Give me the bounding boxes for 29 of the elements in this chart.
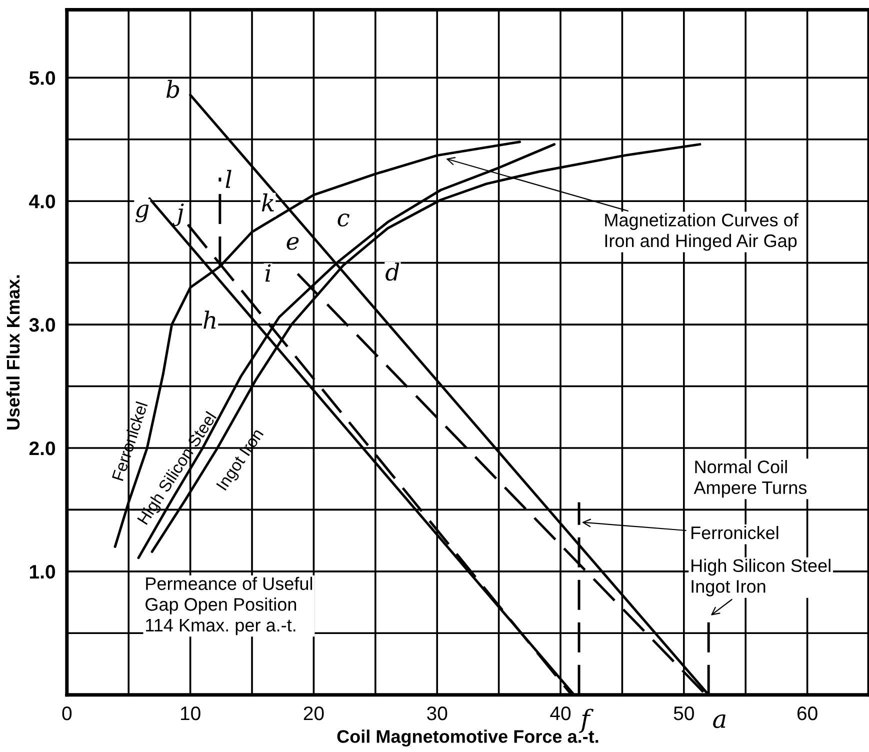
x-tick-label: 0 [62,706,72,720]
annotation: a [713,714,726,728]
x-tick-label: 30 [427,706,448,720]
annotation: b [166,80,180,98]
annotation: l [226,170,232,188]
annotation: k [262,193,274,212]
annotation: h [204,310,216,329]
y-tick-label: 1.0 [30,564,56,579]
x-tick-label: 40 [550,706,571,720]
annotation: g [135,204,149,222]
annotation: c [338,214,350,226]
annotation: Permeance of Useful Gap Open Position 114 Kmax. per a.-t. [146,576,312,636]
annotation: d [386,262,400,281]
annotation: i [265,264,271,282]
annotation: High Silicon Steel Ingot Iron [692,558,830,596]
y-tick-label: 3.0 [29,318,56,332]
y-tick-label: 4.0 [29,194,56,208]
annotation: e [286,236,299,250]
y-tick-label: 2.0 [29,441,56,456]
annotation: j [172,203,184,226]
annotation: Magnetization Curves of Iron and Hinged Air Gap [605,213,798,251]
annotation: Ferronickel [692,526,778,540]
x-tick-label: 60 [797,706,818,720]
y-axis-title: Useful Flux Kmax. [6,275,20,430]
x-tick-label: 10 [180,706,200,720]
y-tick-label: 5.0 [29,71,56,85]
annotation: Normal Coil Ampere Turns [694,460,807,498]
x-tick-label: 50 [674,706,694,720]
x-tick-label: 20 [304,706,324,720]
